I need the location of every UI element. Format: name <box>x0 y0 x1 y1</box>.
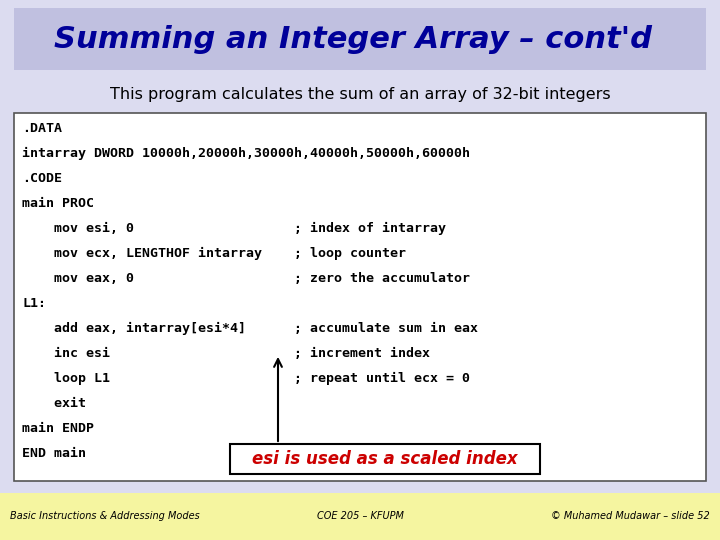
Text: loop L1                       ; repeat until ecx = 0: loop L1 ; repeat until ecx = 0 <box>22 372 470 385</box>
Text: esi is used as a scaled index: esi is used as a scaled index <box>252 450 518 468</box>
Text: main ENDP: main ENDP <box>22 422 94 435</box>
Text: add eax, intarray[esi*4]      ; accumulate sum in eax: add eax, intarray[esi*4] ; accumulate su… <box>22 322 478 335</box>
Text: mov eax, 0                    ; zero the accumulator: mov eax, 0 ; zero the accumulator <box>22 272 470 285</box>
Text: This program calculates the sum of an array of 32-bit integers: This program calculates the sum of an ar… <box>109 86 611 102</box>
Bar <box>14 8 706 70</box>
Text: .CODE: .CODE <box>22 172 62 185</box>
Text: intarray DWORD 10000h,20000h,30000h,40000h,50000h,60000h: intarray DWORD 10000h,20000h,30000h,4000… <box>22 147 470 160</box>
Text: mov ecx, LENGTHOF intarray    ; loop counter: mov ecx, LENGTHOF intarray ; loop counte… <box>22 247 406 260</box>
Bar <box>14 113 706 481</box>
Text: inc esi                       ; increment index: inc esi ; increment index <box>22 347 430 360</box>
Text: mov esi, 0                    ; index of intarray: mov esi, 0 ; index of intarray <box>22 222 446 235</box>
Text: Summing an Integer Array – cont'd: Summing an Integer Array – cont'd <box>54 24 652 53</box>
Text: exit: exit <box>22 397 86 410</box>
Bar <box>230 444 540 474</box>
Bar <box>0 493 720 540</box>
Text: main PROC: main PROC <box>22 197 94 210</box>
Text: © Muhamed Mudawar – slide 52: © Muhamed Mudawar – slide 52 <box>552 511 710 521</box>
Text: COE 205 – KFUPM: COE 205 – KFUPM <box>317 511 403 521</box>
Text: L1:: L1: <box>22 297 46 310</box>
Text: Basic Instructions & Addressing Modes: Basic Instructions & Addressing Modes <box>10 511 199 521</box>
Text: .DATA: .DATA <box>22 122 62 135</box>
Text: END main: END main <box>22 447 86 460</box>
